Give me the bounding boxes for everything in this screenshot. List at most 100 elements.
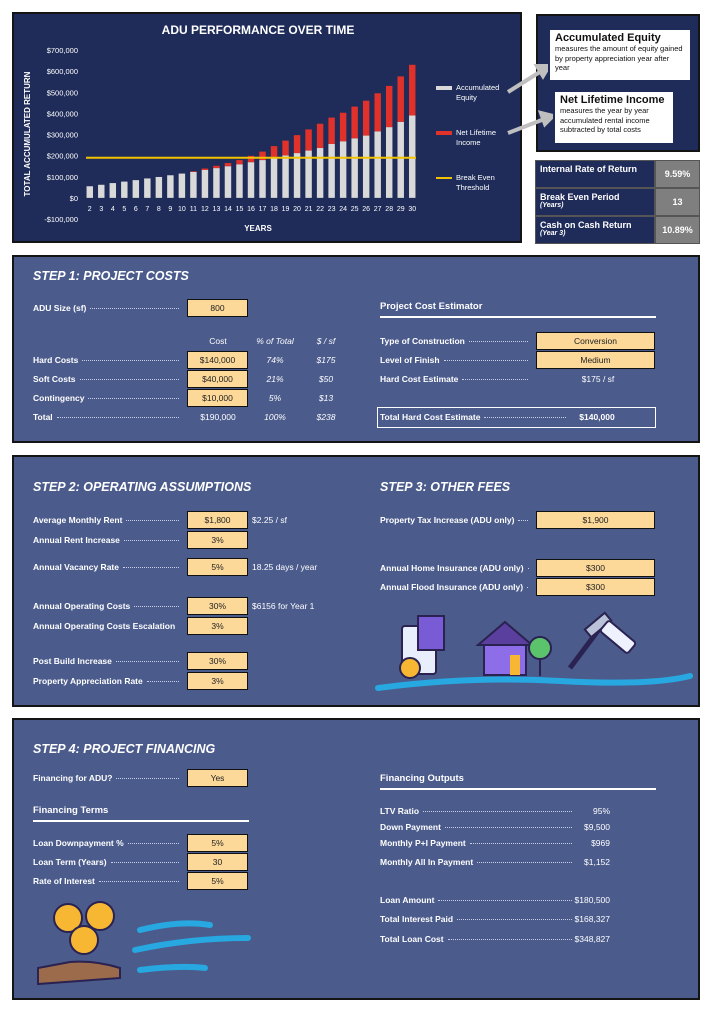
bar-segment: [362, 100, 370, 136]
field-label: LTV Ratio: [380, 806, 420, 816]
field-row: Loan Downpayment %: [33, 836, 183, 850]
leader: [468, 340, 528, 342]
bar-segment: [190, 171, 197, 172]
callout-arrows: [506, 64, 557, 135]
field-row: Annual Vacancy Rate: [33, 560, 183, 574]
bar-segment: [282, 155, 289, 198]
field-label: Annual Vacancy Rate: [33, 562, 119, 572]
total-frame: [377, 407, 656, 428]
leader: [146, 680, 179, 682]
x-tick-label: 11: [190, 206, 197, 213]
x-tick-label: 7: [145, 206, 149, 213]
legend-swatch: [436, 177, 452, 179]
bar-segment: [121, 181, 128, 198]
field-label: Property Tax Increase (ADU only): [380, 515, 515, 525]
callout-text: measures the year by year accumulated re…: [560, 106, 650, 134]
field-label: Annual Flood Insurance (ADU only): [380, 582, 524, 592]
field-label: Total Hard Cost Estimate: [380, 412, 481, 422]
value-text: 100%: [264, 412, 286, 422]
field-row: Monthly P+I Payment: [380, 836, 576, 850]
field-label: Monthly P+I Payment: [380, 838, 466, 848]
field-row: Total Hard Cost Estimate: [380, 410, 570, 424]
bar-segment: [409, 64, 416, 116]
metric-label: Cash on Cash Return: [540, 220, 632, 230]
bar-segment: [201, 168, 209, 170]
input-cell: 3%: [187, 672, 248, 690]
bar-segment: [397, 121, 404, 198]
y-tick-label: $0: [70, 194, 78, 203]
bar-segment: [144, 178, 151, 198]
note: 18.25 days / year: [252, 562, 318, 572]
y-tick-label: -$100,000: [44, 215, 78, 224]
bar-segment: [247, 162, 255, 198]
x-tick-label: 8: [157, 206, 161, 213]
field-label: Total: [33, 412, 53, 422]
value-text: $140,000: [579, 412, 615, 422]
x-tick-label: 28: [385, 206, 393, 213]
bar-segment: [270, 157, 278, 198]
bar-segment: [132, 180, 140, 198]
input-cell: 5%: [187, 558, 248, 576]
leader: [462, 378, 528, 380]
bar-segment: [98, 184, 105, 198]
bar-segment: [213, 165, 220, 169]
field-label: Annual Home Insurance (ADU only): [380, 563, 524, 573]
bar-segment: [397, 76, 404, 122]
field-label: Annual Operating Costs: [33, 601, 131, 611]
field-label: Property Appreciation Rate: [33, 676, 143, 686]
input-cell: $40,000: [187, 370, 248, 388]
bar-segment: [362, 135, 370, 198]
field-label: Hard Costs: [33, 355, 79, 365]
field-row: Loan Amount: [380, 893, 576, 907]
bar-segment: [385, 127, 393, 198]
field-label: Financing for ADU?: [33, 773, 113, 783]
x-tick-label: 5: [122, 206, 126, 213]
input-cell: $300: [536, 559, 655, 577]
metric-label: Break Even Period: [540, 192, 620, 202]
input-cell: $140,000: [187, 351, 248, 369]
field-row: Post Build Increase: [33, 654, 183, 668]
value-text: $50: [318, 374, 334, 384]
x-tick-label: 25: [351, 206, 359, 213]
leader: [457, 918, 572, 920]
leader: [423, 810, 572, 812]
value-text: 21%: [266, 374, 284, 384]
field-label: Total Loan Cost: [380, 934, 444, 944]
x-tick-label: 15: [236, 206, 244, 213]
value-text: $190,000: [200, 412, 236, 422]
x-tick-label: 24: [339, 206, 347, 213]
value-text: $168,327: [574, 914, 610, 924]
bar-segment: [293, 135, 301, 154]
x-tick-label: 16: [247, 206, 255, 213]
field-label: Total Interest Paid: [380, 914, 454, 924]
bar-segment: [86, 186, 93, 198]
x-axis-label: YEARS: [244, 224, 272, 233]
field-row: Soft Costs: [33, 372, 183, 386]
bar-segment: [316, 148, 324, 198]
y-tick-label: $700,000: [47, 46, 78, 55]
section-title: STEP 4: PROJECT FINANCING: [33, 742, 216, 756]
input-cell: $300: [536, 578, 655, 596]
value-text: $969: [591, 838, 610, 848]
leader: [438, 899, 572, 901]
callout-title: Accumulated Equity: [555, 32, 661, 44]
y-tick-label: $500,000: [47, 88, 78, 97]
bar-segment: [224, 166, 232, 198]
note: $6156 for Year 1: [252, 601, 315, 611]
field-row: Annual Flood Insurance (ADU only): [380, 580, 532, 594]
field-label: Contingency: [33, 393, 85, 403]
bar-segment: [259, 160, 266, 198]
field-row: Type of Construction: [380, 334, 532, 348]
value-text: $1,152: [584, 857, 610, 867]
leader: [115, 660, 179, 662]
value-text: $175 / sf: [581, 374, 615, 384]
legend-swatch: [436, 131, 452, 135]
field-label: Monthly All In Payment: [380, 857, 474, 867]
field-label: Average Monthly Rent: [33, 515, 123, 525]
field-label: Annual Operating Costs Escalation: [33, 621, 176, 631]
field-row: Total Interest Paid: [380, 912, 576, 926]
sub-title: Financing Terms: [33, 805, 109, 816]
leader: [469, 842, 572, 844]
field-row: Contingency: [33, 391, 183, 405]
bar-segment: [109, 183, 117, 198]
